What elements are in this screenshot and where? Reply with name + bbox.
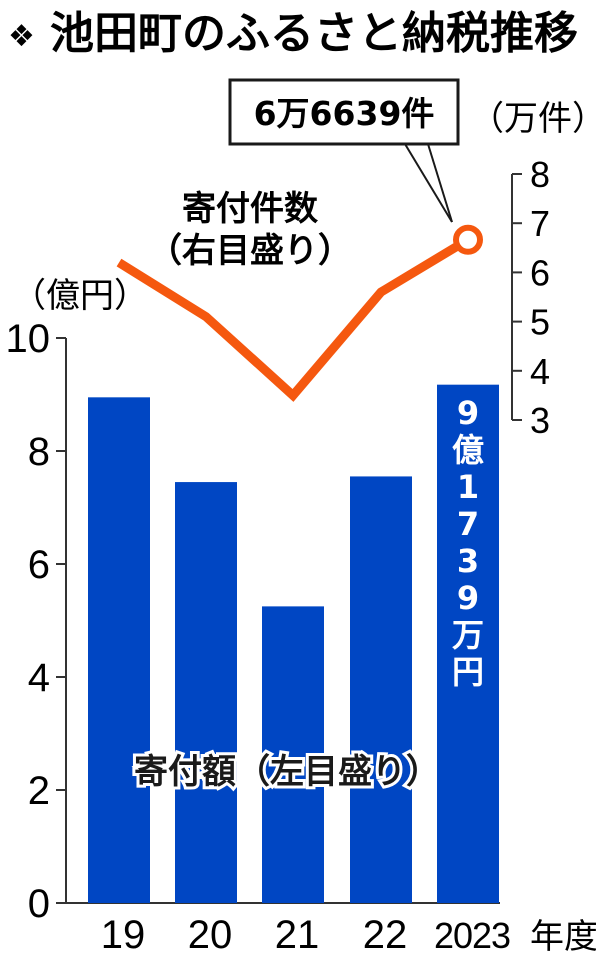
count-line [116, 235, 471, 402]
last-bar-value-char: 円 [452, 653, 484, 691]
bar-21 [262, 606, 324, 903]
chart-title: 池田町のふるさと納税推移 [50, 8, 578, 59]
line-series [116, 224, 483, 402]
callout-text: 6万6639件 [254, 94, 435, 133]
last-bar-value-char: 万 [452, 616, 484, 654]
line-series-label-2: （右目盛り） [148, 231, 352, 271]
x-tick-label: 21 [275, 913, 320, 957]
right-tick-label: 4 [530, 351, 550, 392]
x-axis-suffix: 年度 [530, 918, 596, 956]
right-tick-label: 3 [530, 400, 550, 441]
bar-series [88, 384, 499, 903]
left-tick-label: 2 [28, 769, 50, 813]
right-tick-label: 7 [530, 203, 550, 244]
left-tick-label: 6 [28, 543, 50, 587]
left-tick-label: 10 [6, 317, 51, 361]
x-axis-labels: 19 20 21 22 2023 年度 [101, 913, 596, 957]
left-axis-unit: （億円） [12, 276, 148, 316]
bar-19 [88, 397, 150, 903]
callout-pointer-a [404, 143, 453, 223]
line-series-label-1: 寄付件数 [182, 189, 318, 229]
x-tick-label: 2023 [434, 915, 510, 956]
x-tick-label: 22 [363, 913, 408, 957]
last-bar-value-char: 9 [457, 579, 479, 617]
callout-box [228, 78, 460, 146]
right-tick-label: 6 [530, 252, 550, 293]
bar-series-label: 寄付額（左目盛り） [134, 752, 440, 792]
callout-pointer-b [427, 143, 453, 223]
last-bar-value-char: 1 [457, 468, 479, 506]
bar-2023 [437, 384, 499, 903]
last-bar-value-char: 7 [457, 505, 479, 543]
right-axis-ticks: 3 4 5 6 7 8 [512, 154, 550, 441]
right-axis-unit: （万件） [470, 99, 596, 139]
left-tick-label: 4 [28, 656, 50, 700]
x-tick-label: 19 [101, 913, 146, 957]
right-tick-label: 8 [530, 154, 550, 195]
last-bar-value-char: 億 [452, 431, 484, 469]
bar-20 [175, 482, 237, 903]
last-bar-value-char: 9 [457, 394, 479, 432]
count-point-2023 [453, 224, 483, 255]
right-tick-label: 5 [530, 302, 550, 343]
x-tick-label: 20 [188, 913, 233, 957]
left-axis-ticks: 0 2 4 6 8 10 [6, 317, 66, 926]
bar-22 [350, 476, 412, 903]
left-tick-label: 0 [28, 882, 50, 926]
last-bar-value-char: 3 [457, 542, 479, 580]
left-tick-label: 8 [28, 430, 50, 474]
title-marker: ❖ [8, 19, 35, 54]
